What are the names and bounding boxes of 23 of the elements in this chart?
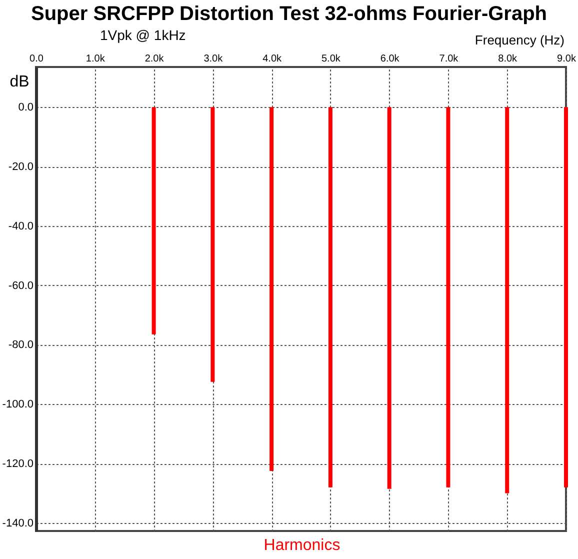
chart-subtitle: 1Vpk @ 1kHz — [100, 27, 186, 43]
y-tick-label: -20.0 — [8, 161, 34, 174]
y-tick-label: 0.0 — [18, 102, 34, 114]
chart-title: Super SRCFPP Distortion Test 32-ohms Fourier-Graph — [30, 3, 548, 26]
x-tick-label: 7.0k — [439, 54, 460, 64]
x-tick-label: 8.0k — [498, 54, 518, 64]
y-tick-label: -100.0 — [2, 398, 34, 411]
y-tick-label: -40.0 — [8, 220, 34, 232]
y-tick-label: -140.0 — [2, 517, 34, 530]
y-tick-label: -120.0 — [2, 458, 34, 470]
x-tick-label: 0.0 — [30, 54, 44, 64]
x-tick-label: 9.0k — [557, 54, 577, 64]
y-axis-title: dB — [10, 74, 30, 90]
x-axis-title: Frequency (Hz) — [474, 32, 564, 48]
y-tick-label: -60.0 — [8, 280, 34, 292]
y-tick-label: -80.0 — [8, 339, 34, 352]
x-tick-label: 4.0k — [262, 54, 283, 64]
x-tick-label: 2.0k — [144, 54, 165, 64]
x-tick-label: 5.0k — [321, 54, 342, 64]
x-tick-label: 3.0k — [204, 54, 224, 64]
x-tick-label: 6.0k — [380, 54, 400, 64]
text: Harmonics — [262, 537, 342, 555]
x-tick-label: 1.0k — [86, 54, 106, 64]
